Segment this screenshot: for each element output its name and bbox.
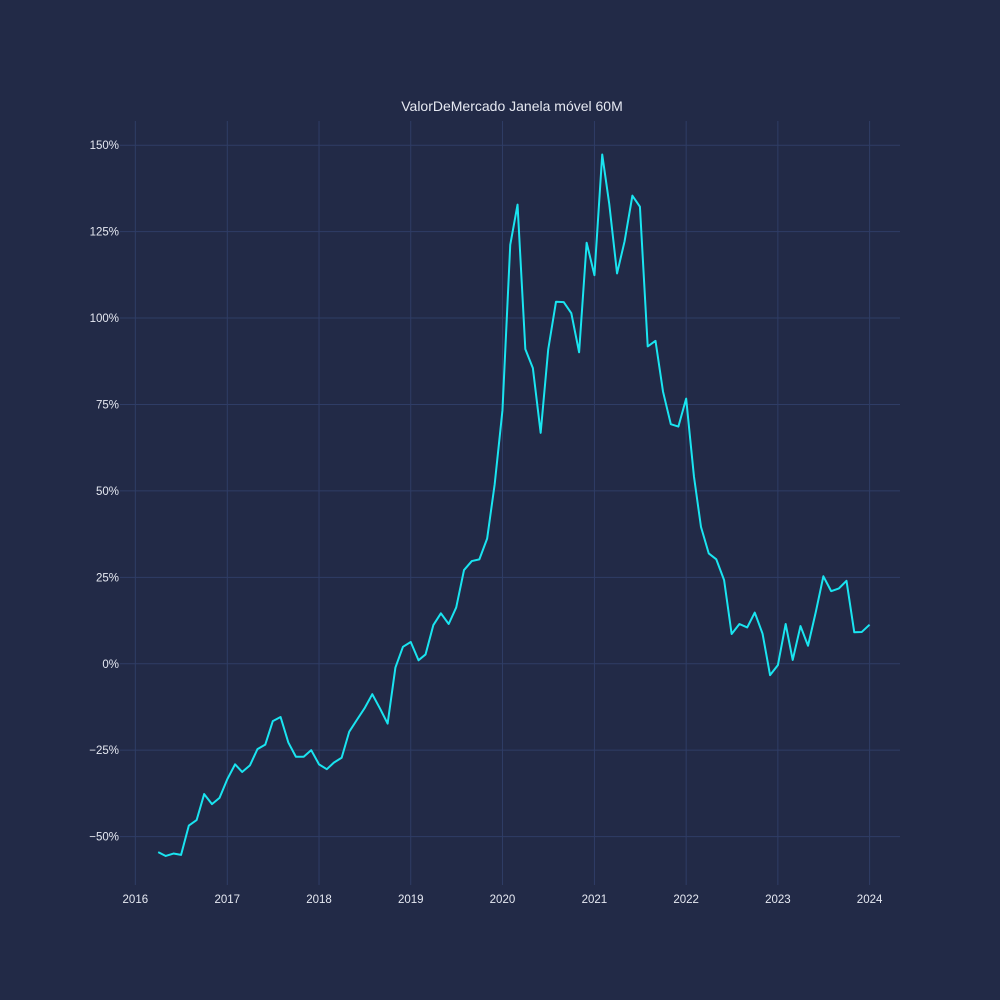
y-tick-label: −25% bbox=[89, 745, 119, 757]
grid-layer bbox=[120, 121, 900, 885]
x-tick-label: 2018 bbox=[306, 894, 332, 906]
y-tick-label: 25% bbox=[96, 572, 119, 584]
x-tick-label: 2023 bbox=[765, 894, 791, 906]
x-tick-label: 2022 bbox=[673, 894, 699, 906]
y-tick-labels: −50% −25% 0% 25% 50% 75% 100% 125% 150% bbox=[89, 140, 119, 843]
x-tick-label: 2017 bbox=[215, 894, 241, 906]
x-tick-label: 2016 bbox=[123, 894, 149, 906]
y-tick-label: 50% bbox=[96, 486, 119, 498]
y-tick-label: 150% bbox=[90, 140, 119, 152]
y-tick-label: 100% bbox=[90, 313, 119, 325]
x-tick-label: 2024 bbox=[857, 894, 883, 906]
y-tick-label: −50% bbox=[89, 832, 119, 844]
chart-title: ValorDeMercado Janela móvel 60M bbox=[401, 98, 623, 114]
y-tick-label: 125% bbox=[90, 227, 119, 239]
x-tick-label: 2021 bbox=[582, 894, 608, 906]
y-tick-label: 0% bbox=[102, 659, 119, 671]
y-tick-label: 75% bbox=[96, 399, 119, 411]
x-tick-label: 2020 bbox=[490, 894, 516, 906]
x-tick-label: 2019 bbox=[398, 894, 424, 906]
x-tick-labels: 2016 2017 2018 2019 2020 2021 2022 2023 2024 bbox=[123, 894, 883, 906]
series-line bbox=[157, 153, 871, 857]
